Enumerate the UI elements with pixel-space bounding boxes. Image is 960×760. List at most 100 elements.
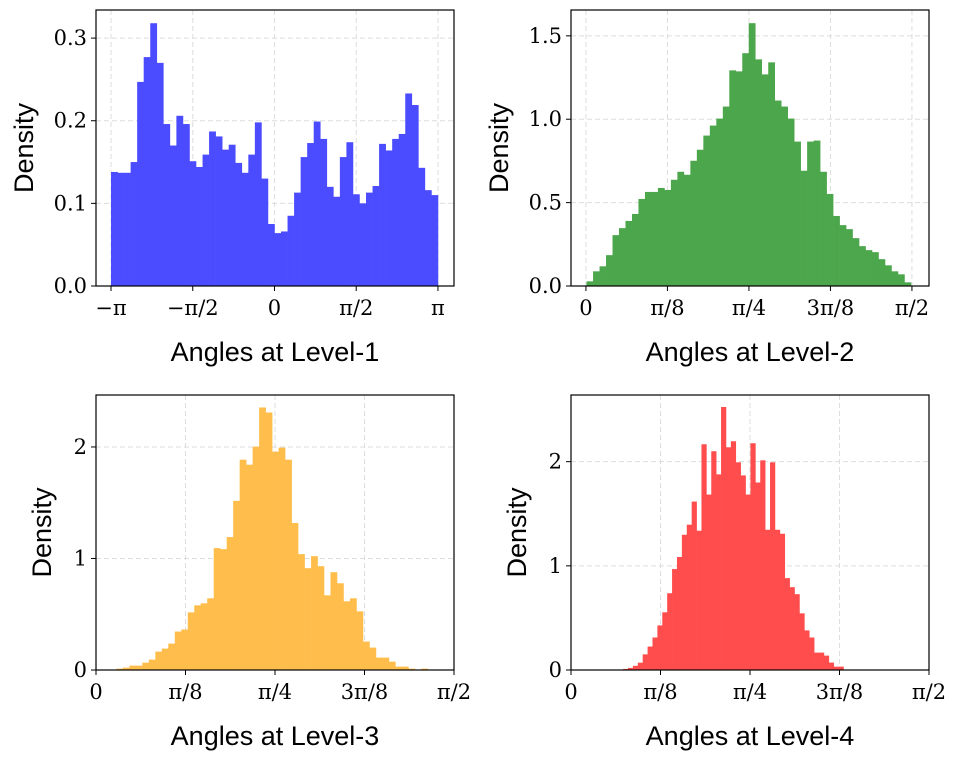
histogram-bar <box>272 451 279 670</box>
histogram-bar <box>765 529 771 670</box>
histogram-bar <box>706 494 712 670</box>
histogram-bar <box>619 228 626 286</box>
histogram-bar <box>421 668 429 670</box>
histogram-bar <box>395 666 403 670</box>
histogram-bar <box>691 501 697 670</box>
y-tick-label: 0 <box>549 658 562 682</box>
histogram-bar <box>637 662 643 670</box>
histogram-bar <box>304 568 312 670</box>
histogram-bar <box>320 138 328 286</box>
histogram-bar <box>317 566 325 670</box>
histogram-bar <box>826 193 834 286</box>
histogram-bar <box>612 235 620 286</box>
histogram-bar <box>285 459 292 670</box>
histogram-bar <box>789 587 795 670</box>
histogram-bar <box>690 160 698 286</box>
y-tick-label: 0.3 <box>54 26 87 50</box>
histogram-bar <box>672 569 678 670</box>
histogram-bar <box>814 652 820 670</box>
x-tick-label: π/2 <box>895 296 929 320</box>
histogram-bar <box>281 231 288 286</box>
histogram-bar <box>366 192 373 286</box>
histogram-bar <box>187 612 195 670</box>
histogram-bar <box>313 121 321 286</box>
histogram-bar <box>839 225 847 286</box>
histogram-bar <box>143 57 151 287</box>
histogram-bar <box>278 447 286 670</box>
histogram-bar <box>760 460 766 670</box>
y-tick-label: 1 <box>549 554 562 578</box>
histogram-bar <box>291 523 299 670</box>
x-tick-label: π/8 <box>168 680 202 704</box>
histogram-bar <box>261 178 269 286</box>
histogram-bar <box>670 179 678 286</box>
histogram-bar <box>884 265 892 286</box>
histogram-bar <box>770 462 776 670</box>
histogram-bar <box>745 494 751 670</box>
histogram-bar <box>647 646 653 670</box>
histogram-bar <box>311 556 318 670</box>
y-tick-label: 0.0 <box>529 274 562 298</box>
x-tick-label: 3π/8 <box>816 680 864 704</box>
histogram-bar <box>333 196 341 286</box>
histogram-bar <box>897 274 905 286</box>
histogram-bar <box>599 266 607 286</box>
histogram-bar <box>667 593 673 670</box>
histogram-bar <box>207 598 215 670</box>
histogram-bar <box>176 115 184 286</box>
histogram-bar <box>833 666 839 670</box>
y-axis-label: Density <box>502 487 532 578</box>
histogram-bar <box>298 554 305 670</box>
subplot-2: 0 π/8 π/4 3π/8 π/2 0.0 0.5 1.0 1.5 Angles at Leve… <box>484 9 930 367</box>
histogram-bar <box>168 643 176 670</box>
histogram-bar <box>644 191 652 286</box>
y-tick-label: 1.0 <box>529 107 562 131</box>
histogram-bar <box>336 583 344 670</box>
x-tick-label: π/4 <box>733 680 767 704</box>
histogram-bar <box>865 250 873 286</box>
x-tick-label: −π/2 <box>167 296 219 320</box>
histogram-bar <box>135 665 143 670</box>
subplot-4: 0 π/8 π/4 3π/8 π/2 0 1 2 Angles at Level-4 Densit… <box>502 394 946 751</box>
histogram-bar <box>781 106 788 286</box>
histogram-bar <box>130 162 138 286</box>
histogram-bar <box>794 594 800 670</box>
histogram-bar <box>330 572 338 670</box>
histogram-bar <box>819 652 825 670</box>
histogram-bar <box>846 229 853 286</box>
histogram-bar <box>800 170 808 286</box>
histogram-bar <box>651 191 659 286</box>
histogram-bar <box>696 149 704 286</box>
histogram-bar <box>228 144 236 286</box>
histogram-bar <box>259 407 266 670</box>
histogram-bar <box>324 595 331 670</box>
y-axis-label: Density <box>9 102 39 193</box>
histogram-bar <box>638 198 646 286</box>
histogram-bar <box>813 140 821 286</box>
histogram-bar <box>755 59 763 286</box>
histogram-bar <box>122 667 130 670</box>
histogram-bar <box>372 186 380 286</box>
histogram-bar <box>784 578 790 670</box>
histogram-bar <box>226 537 234 670</box>
histogram-bar <box>174 631 182 670</box>
histogram-bar <box>799 613 805 670</box>
histogram-bar <box>828 662 835 670</box>
histogram-bar <box>807 141 814 286</box>
histogram-bar <box>382 657 390 670</box>
histogram-bar <box>586 281 594 286</box>
histogram-bar <box>833 215 840 286</box>
y-tick-label: 0.5 <box>529 191 562 215</box>
x-tick-label: π/8 <box>643 680 677 704</box>
histogram-bar <box>696 530 702 670</box>
y-tick-label: 0.0 <box>54 274 87 298</box>
histogram-bar <box>220 549 227 670</box>
histogram-bar <box>891 271 899 286</box>
histogram-bar <box>254 122 262 286</box>
histogram-bar <box>196 167 203 286</box>
histogram-bar <box>294 192 301 286</box>
y-axis-label: Density <box>484 102 514 193</box>
histogram-bar <box>711 451 717 670</box>
histogram-bar <box>161 648 169 670</box>
y-tick-label: 0.1 <box>54 191 87 215</box>
